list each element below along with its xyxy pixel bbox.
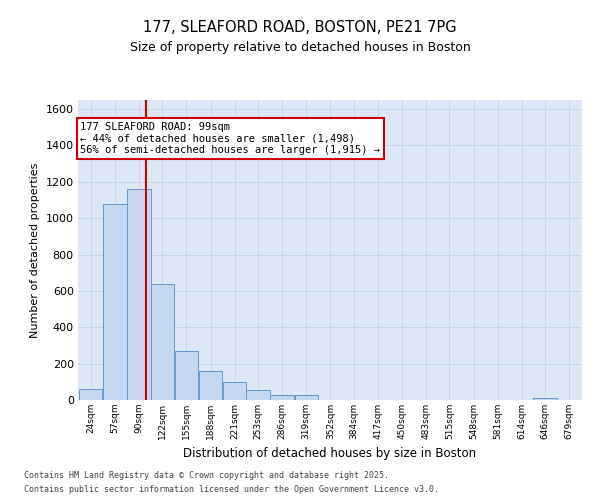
Bar [247,390,270,400]
Text: Contains public sector information licensed under the Open Government Licence v3: Contains public sector information licen… [24,484,439,494]
Text: 177 SLEAFORD ROAD: 99sqm
← 44% of detached houses are smaller (1,498)
56% of sem: 177 SLEAFORD ROAD: 99sqm ← 44% of detach… [80,122,380,155]
Bar [271,394,294,400]
Text: Contains HM Land Registry data © Crown copyright and database right 2025.: Contains HM Land Registry data © Crown c… [24,472,389,480]
Bar [533,398,557,400]
Bar [103,204,127,400]
Bar [295,396,318,400]
Text: 177, SLEAFORD ROAD, BOSTON, PE21 7PG: 177, SLEAFORD ROAD, BOSTON, PE21 7PG [143,20,457,35]
Bar [175,351,198,400]
Bar [151,284,174,400]
Y-axis label: Number of detached properties: Number of detached properties [30,162,40,338]
Bar [127,189,151,400]
Text: Size of property relative to detached houses in Boston: Size of property relative to detached ho… [130,41,470,54]
X-axis label: Distribution of detached houses by size in Boston: Distribution of detached houses by size … [184,448,476,460]
Bar [199,371,222,400]
Bar [223,382,247,400]
Bar [79,389,103,400]
